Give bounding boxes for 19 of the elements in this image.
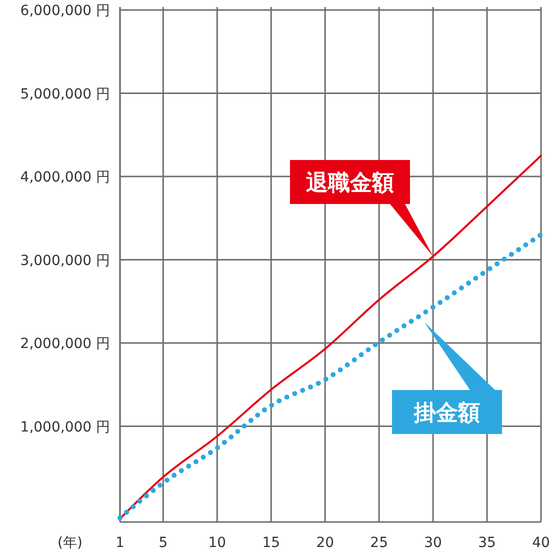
x-tick-label: 40 [532,535,550,551]
y-tick-label: 2,000,000 円 [20,336,110,352]
x-tick-label: 25 [370,535,388,551]
y-tick-label: 6,000,000 円 [20,3,110,19]
line-series [119,154,542,520]
x-tick-label: 10 [208,535,226,551]
y-tick-label: 5,000,000 円 [20,86,110,102]
x-tick-label: 35 [478,535,496,551]
x-tick-label: 1 [116,535,124,551]
x-tick-label: 5 [158,535,168,551]
x-tick-label: 30 [424,535,442,551]
y-tick-label: 4,000,000 円 [20,170,110,186]
y-tick-label: 3,000,000 円 [20,252,110,269]
y-tick-label: 1,000,000 円 [20,419,110,436]
text: 退職金額 [306,171,394,196]
text: 掛金額 [413,401,480,426]
x-tick-label: 20 [316,535,334,551]
x-axis-title: (年) [58,535,82,551]
x-tick-label: 15 [262,535,280,551]
